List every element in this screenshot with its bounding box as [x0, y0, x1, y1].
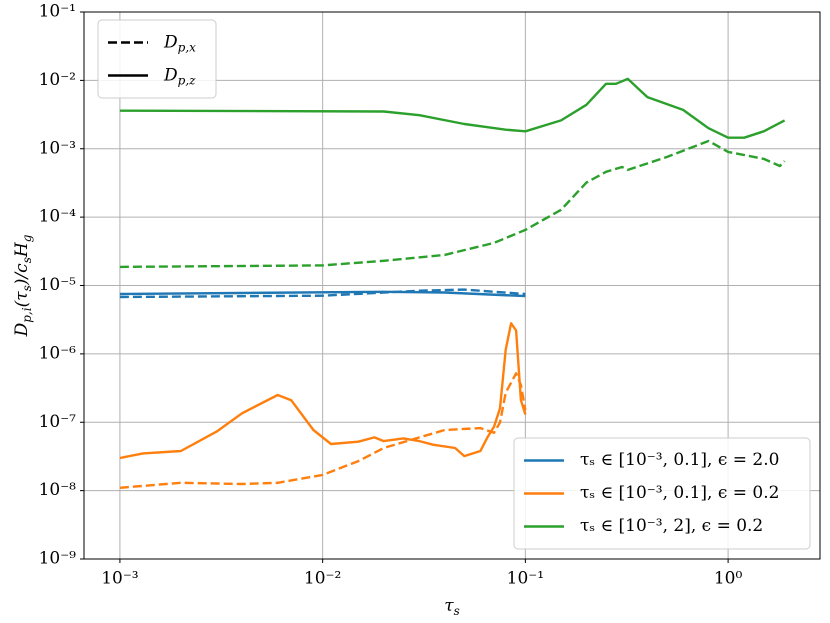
ticks: 10⁻³ 10⁻² 10⁻¹ 10⁰ 10⁻⁹ 10⁻⁸ 10⁻⁷ 10⁻⁶ 10⁻⁵ 10⁻⁴ 1… [12, 2, 743, 618]
y-axis-label-part: )/c [12, 263, 32, 286]
y-axis-label-part: s [20, 285, 34, 291]
legend-label: Dp,z [163, 65, 196, 87]
series-line [119, 372, 527, 489]
x-axis-label-part: s [454, 604, 460, 618]
y-tick-label: 10⁻³ [39, 138, 76, 158]
y-axis-label-part: s [20, 257, 34, 263]
legend-label: τₛ ∈ [10⁻³, 2], ϵ = 0.2 [580, 516, 763, 536]
y-tick-label: 10⁻⁴ [39, 207, 77, 227]
legend-label-part: p,z [178, 73, 196, 87]
legend-label-part: D [163, 32, 178, 52]
x-tick-label: 10⁻¹ [507, 569, 544, 589]
legend-box [97, 19, 217, 99]
plot-lines [119, 77, 786, 489]
y-tick-label: 10⁻⁹ [39, 549, 77, 569]
legend-label-part: p,x [178, 40, 196, 54]
x-axis-label: τs [444, 596, 460, 618]
x-tick-label: 10⁻³ [101, 569, 138, 589]
y-axis-label-part: p,i [20, 307, 34, 322]
y-axis-label: Dp,i(τs)/csHg [12, 234, 34, 337]
y-axis-label-part: D [12, 322, 32, 337]
legend: Dp,xDp,z [97, 19, 217, 99]
y-axis-label-part: (τ [12, 291, 32, 308]
series-line [119, 139, 786, 269]
y-tick-label: 10⁻⁵ [39, 275, 77, 295]
legend-label: τₛ ∈ [10⁻³, 0.1], ϵ = 2.0 [580, 450, 779, 470]
y-tick-label: 10⁻⁸ [39, 480, 77, 500]
legend-label-part: D [163, 65, 178, 85]
legend-box [513, 437, 811, 550]
y-axis-label-part: H [12, 241, 32, 258]
x-axis-label-part: τ [444, 596, 454, 616]
x-tick-label: 10⁻² [304, 569, 341, 589]
legend-label: τₛ ∈ [10⁻³, 0.1], ϵ = 0.2 [580, 483, 779, 503]
legend: τₛ ∈ [10⁻³, 0.1], ϵ = 2.0 τₛ ∈ [10⁻³, 0.1… [513, 437, 811, 550]
y-axis-label-part: g [20, 234, 34, 242]
x-tick-label: 10⁰ [714, 569, 743, 589]
y-tick-label: 10⁻² [39, 70, 76, 90]
legends: Dp,xDp,zτₛ ∈ [10⁻³, 0.1], ϵ = 2.0τₛ ∈ [1… [97, 19, 811, 550]
y-tick-label: 10⁻⁶ [39, 343, 77, 363]
series-line [119, 77, 786, 139]
y-tick-label: 10⁻¹ [39, 2, 76, 22]
legend-label: Dp,x [163, 32, 196, 54]
y-tick-label: 10⁻⁷ [39, 412, 77, 432]
series-line [119, 288, 526, 299]
